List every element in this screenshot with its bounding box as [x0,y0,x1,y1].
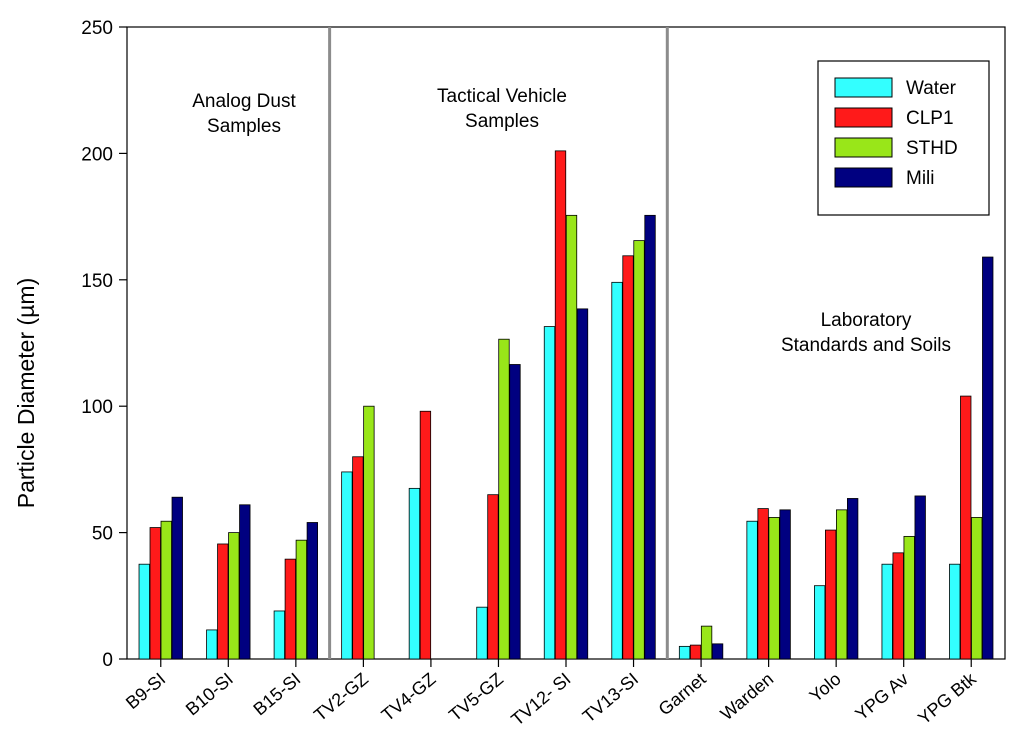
x-tick-label: Warden [717,669,778,724]
x-axis: B9-SI B10-SI B15-SI TV2-GZ TV4-GZ TV5-GZ TV12-… [122,659,981,730]
bar-water [341,471,353,660]
bar-sthd [768,517,780,660]
y-tick-label: 50 [92,524,113,545]
bar-clp1 [149,527,161,660]
x-tick-label: TV13-SI [579,669,642,727]
bar-clp1 [689,644,702,660]
bar-water [746,520,758,660]
legend-label: CLP1 [906,108,954,129]
bar-mili [779,509,791,660]
bar-sthd [498,338,510,660]
bar-clp1 [554,150,567,660]
bar-mili [171,496,183,660]
y-tick-label: 150 [81,271,113,292]
group-dividers [328,27,669,659]
legend-swatch [834,77,893,98]
x-tick-label: TV12- SI [507,669,574,730]
legend-swatch [834,107,893,128]
bar-sthd [160,520,172,660]
bar-mili [914,495,926,660]
y-tick-label: 200 [81,144,113,165]
annotations: Analog Dust Samples Tactical Vehicle Sample… [192,86,951,356]
bar-water [611,281,623,660]
x-tick-label: TV2-GZ [310,669,372,725]
bar-water [678,645,691,660]
bar-mili [509,364,521,660]
x-tick-label: B15-SI [249,669,304,720]
bar-mili [711,643,724,660]
bar-clp1 [419,410,432,660]
x-tick-label: B10-SI [182,669,237,720]
x-tick-label: B9-SI [122,669,169,713]
bar-water [206,629,218,660]
legend: Water CLP1 STHD Mili [817,60,990,216]
bar-water [273,610,285,660]
bar-sthd [295,539,307,660]
y-tick-label: 0 [102,650,113,671]
x-tick-label: Yolo [806,669,845,706]
bar-sthd [565,214,578,660]
bar-sthd [836,509,848,660]
legend-label: STHD [906,138,958,159]
bar-sthd [633,240,645,660]
group-annotation: Standards and Soils [781,335,951,356]
x-tick-label: YPG Btk [914,668,980,728]
bar-water [881,563,893,660]
legend-label: Water [906,78,957,99]
y-axis-label: Particle Diameter (µm) [13,278,39,509]
bar-water [138,563,150,660]
bar-water [814,585,826,660]
bar-mili [982,256,994,660]
bar-clp1 [825,529,837,660]
group-annotation: Laboratory [821,310,912,331]
bar-water [476,606,488,660]
x-tick-label: TV4-GZ [378,669,440,725]
bar-clp1 [622,255,634,660]
bar-mili [576,308,589,660]
group-annotation: Samples [465,111,539,132]
bar-clp1 [487,494,499,660]
bar-sthd [700,625,713,660]
x-tick-label: TV5-GZ [445,669,507,725]
bar-water [949,563,961,660]
legend-swatch [834,167,893,188]
bar-mili [847,498,859,660]
bar-clp1 [757,508,769,660]
bar-sthd [363,405,375,660]
y-tick-label: 100 [81,397,113,418]
bar-clp1 [284,558,296,660]
bar-clp1 [892,552,904,660]
bar-sthd [971,517,983,660]
bar-mili [306,522,318,660]
bar-water [543,326,556,660]
bar-mili [644,214,656,660]
y-axis: 0 50 100 150 200 250 [81,18,127,671]
bar-clp1 [960,395,972,660]
bar-sthd [903,535,915,660]
bar-water [408,487,421,660]
x-tick-label: Garnet [655,669,710,720]
bar-mili [239,504,251,660]
bars [138,150,994,660]
x-tick-label: YPG Av [851,669,912,725]
group-annotation: Samples [207,116,281,137]
bar-sthd [228,532,240,660]
y-tick-label: 250 [81,18,113,39]
bar-clp1 [217,543,229,660]
legend-swatch [834,137,893,158]
bar-clp1 [352,456,364,660]
group-annotation: Tactical Vehicle [437,86,567,107]
legend-label: Mili [906,168,935,189]
group-annotation: Analog Dust [192,91,296,112]
